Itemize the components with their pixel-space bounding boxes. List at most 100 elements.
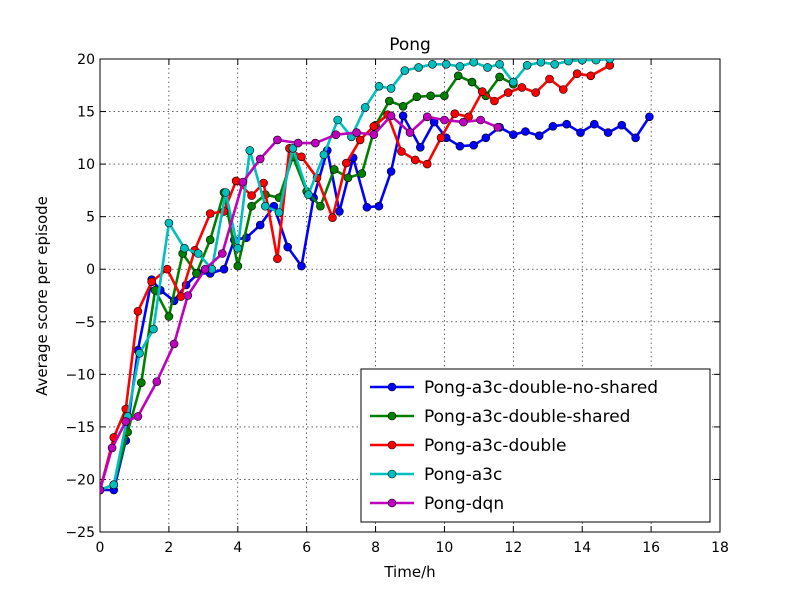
series-3-point xyxy=(260,201,270,211)
series-0-point xyxy=(469,140,479,150)
series-2-point xyxy=(133,306,143,316)
series-2-point xyxy=(328,213,337,222)
legend-label-4: Pong-dqn xyxy=(424,494,504,514)
series-1-point xyxy=(357,169,367,178)
series-3-point xyxy=(333,115,343,125)
series-0-point xyxy=(255,220,265,230)
series-3-point xyxy=(508,77,518,87)
x-tick-label: 8 xyxy=(371,540,380,556)
y-axis-label: Average score per episode xyxy=(33,196,51,396)
legend-marker-0 xyxy=(387,382,397,392)
legend-label-2: Pong-a3c-double xyxy=(424,436,566,456)
x-tick-label: 14 xyxy=(573,540,591,556)
series-4-point xyxy=(121,417,131,426)
y-tick-label: 5 xyxy=(86,210,95,226)
legend-label-0: Pong-a3c-double-no-shared xyxy=(424,378,658,398)
legend-label-3: Pong-a3c xyxy=(424,465,502,485)
series-4-point xyxy=(200,264,210,274)
series-4-point xyxy=(459,117,468,127)
series-3-point xyxy=(483,63,492,72)
series-3-point xyxy=(180,243,189,253)
series-2-point xyxy=(397,147,406,156)
x-tick-label: 2 xyxy=(164,540,173,556)
x-tick-label: 0 xyxy=(96,540,105,556)
series-4-point xyxy=(273,135,282,145)
y-tick-label: 20 xyxy=(77,52,95,68)
series-3-point xyxy=(288,144,298,153)
series-0-point xyxy=(455,141,465,151)
series-1-point xyxy=(137,378,146,388)
series-3-point xyxy=(360,103,370,112)
series-2-point xyxy=(273,254,282,264)
series-4-point xyxy=(493,123,503,132)
series-3-point xyxy=(400,66,410,75)
legend-label-1: Pong-a3c-double-shared xyxy=(424,407,630,427)
series-3-point xyxy=(455,62,465,71)
series-1-point xyxy=(495,72,504,82)
plot-frame xyxy=(99,58,721,533)
series-1-point xyxy=(329,165,339,174)
series-3-point xyxy=(109,480,119,490)
series-0-point xyxy=(645,112,654,122)
series-3-point xyxy=(522,61,532,70)
series-1-point xyxy=(233,261,243,271)
series-2-point xyxy=(341,158,351,168)
series-2-point xyxy=(545,74,554,84)
series-2-point xyxy=(147,277,156,287)
series-4-point xyxy=(133,412,143,421)
series-2-point xyxy=(369,122,379,131)
series-1-point xyxy=(316,201,325,211)
legend: Pong-a3c-double-no-shared Pong-a3c-double… xyxy=(360,368,711,523)
series-1-point xyxy=(343,173,353,183)
series-3-point xyxy=(245,146,255,155)
series-1-point xyxy=(384,96,394,106)
series-0-point xyxy=(415,143,425,152)
series-4-point xyxy=(405,128,415,137)
y-tick-label: 0 xyxy=(86,262,95,278)
series-4-point xyxy=(238,177,248,187)
series-3 xyxy=(100,59,615,495)
series-3-point xyxy=(428,60,437,69)
y-axis: −25 −20 −15 −10 −5 0 5 10 15 20 xyxy=(65,52,720,541)
series-4-point xyxy=(331,130,341,139)
series-3-point xyxy=(304,190,313,199)
chart-title: Pong xyxy=(389,35,431,55)
series-3-point xyxy=(605,59,615,64)
series-2-point xyxy=(558,85,568,94)
series-0-point xyxy=(589,119,599,129)
series-1-point xyxy=(247,201,256,211)
series-4-point xyxy=(218,249,227,258)
series-0-point xyxy=(374,201,384,211)
y-tick-label: −20 xyxy=(65,472,95,488)
series-2-point xyxy=(572,69,582,78)
series-2-point xyxy=(297,152,306,162)
series-2 xyxy=(100,61,615,495)
x-tick-label: 18 xyxy=(711,540,729,556)
series-0-point xyxy=(283,242,293,252)
legend-marker-2 xyxy=(387,440,397,450)
y-tick-label: −25 xyxy=(65,525,95,541)
series-3-point xyxy=(414,63,423,72)
series-0-point xyxy=(219,264,229,274)
series-3-point xyxy=(319,150,329,159)
series-4-point xyxy=(100,485,105,495)
series-1-point xyxy=(192,269,201,278)
series-2-point xyxy=(531,88,541,97)
series-4-point xyxy=(352,128,361,137)
series-4-point xyxy=(386,111,396,121)
series-0-point xyxy=(631,133,640,143)
series-0-point xyxy=(386,167,396,176)
series-3-point xyxy=(164,218,174,228)
series-0-point xyxy=(508,130,518,139)
series-3-point xyxy=(135,348,144,358)
series-2-point xyxy=(490,96,499,106)
legend-marker-3 xyxy=(387,469,397,479)
series-4-point xyxy=(152,377,162,387)
series-1-point xyxy=(205,235,215,245)
series-2-point xyxy=(247,191,256,200)
series-3-point xyxy=(441,60,451,69)
series-1-point xyxy=(412,92,422,102)
series-0-point xyxy=(617,120,627,130)
series-2-point xyxy=(205,209,215,218)
